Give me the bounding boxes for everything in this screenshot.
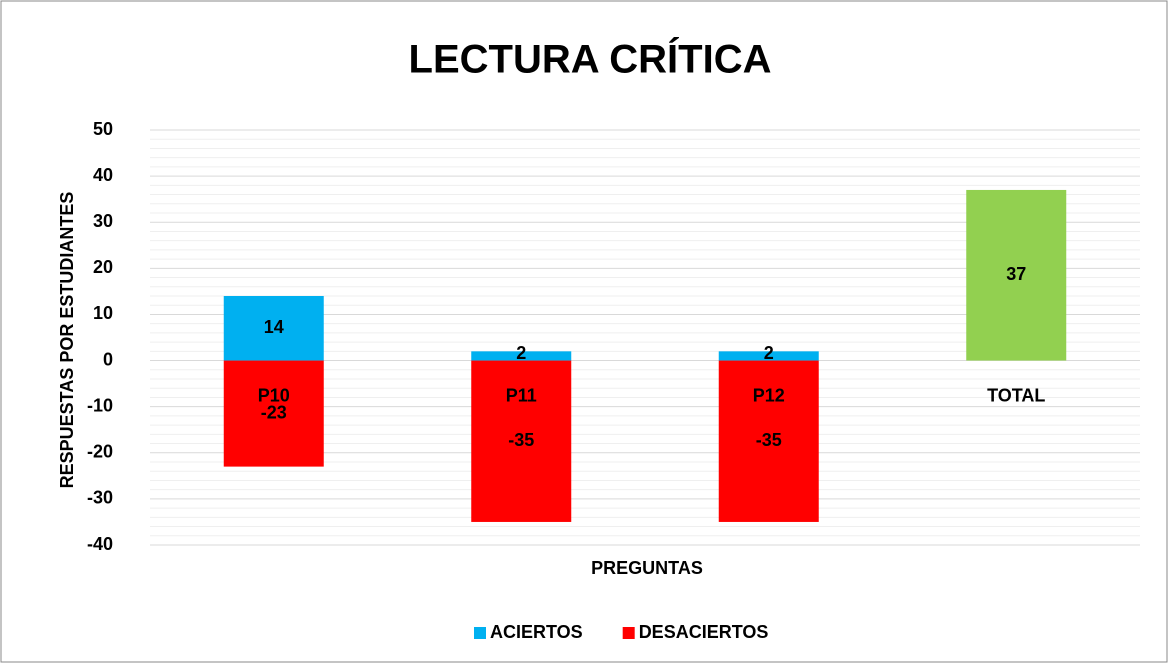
bar (718, 360, 819, 522)
bar (471, 360, 572, 522)
y-tick-label: -30 (87, 488, 113, 508)
y-tick-label: 10 (93, 303, 113, 323)
legend-swatch (474, 627, 486, 639)
legend-swatch (622, 627, 635, 639)
legend-label: ACIERTOS (490, 622, 583, 642)
data-label: 2 (764, 343, 774, 363)
data-label: 14 (264, 317, 284, 337)
y-tick-label: -10 (87, 395, 113, 415)
bar (966, 189, 1067, 361)
y-tick-label: -20 (87, 442, 113, 462)
bar (471, 351, 572, 361)
y-tick-label: 0 (103, 349, 113, 369)
data-label: 37 (1006, 264, 1026, 284)
x-tick-label: P10 (258, 385, 290, 405)
y-tick-label: 20 (93, 257, 113, 277)
bar (223, 360, 324, 467)
chart-title: LECTURA CRÍTICA (409, 37, 772, 82)
y-axis-label: RESPUESTAS POR ESTUDIANTES (57, 192, 77, 489)
data-label: -35 (756, 430, 782, 450)
y-tick-label: 30 (93, 211, 113, 231)
legend-label: DESACIERTOS (639, 622, 769, 642)
bar (223, 296, 324, 361)
y-tick-label: -40 (87, 534, 113, 554)
y-tick-label: 40 (93, 165, 113, 185)
x-axis-label: PREGUNTAS (591, 558, 703, 578)
bar (718, 351, 819, 361)
y-tick-label: 50 (93, 119, 113, 139)
data-label: -23 (261, 402, 287, 422)
x-tick-label: P12 (753, 385, 785, 405)
x-tick-label: TOTAL (987, 385, 1045, 405)
data-label: 2 (516, 343, 526, 363)
x-tick-label: P11 (506, 385, 537, 405)
data-label: -35 (508, 430, 534, 450)
